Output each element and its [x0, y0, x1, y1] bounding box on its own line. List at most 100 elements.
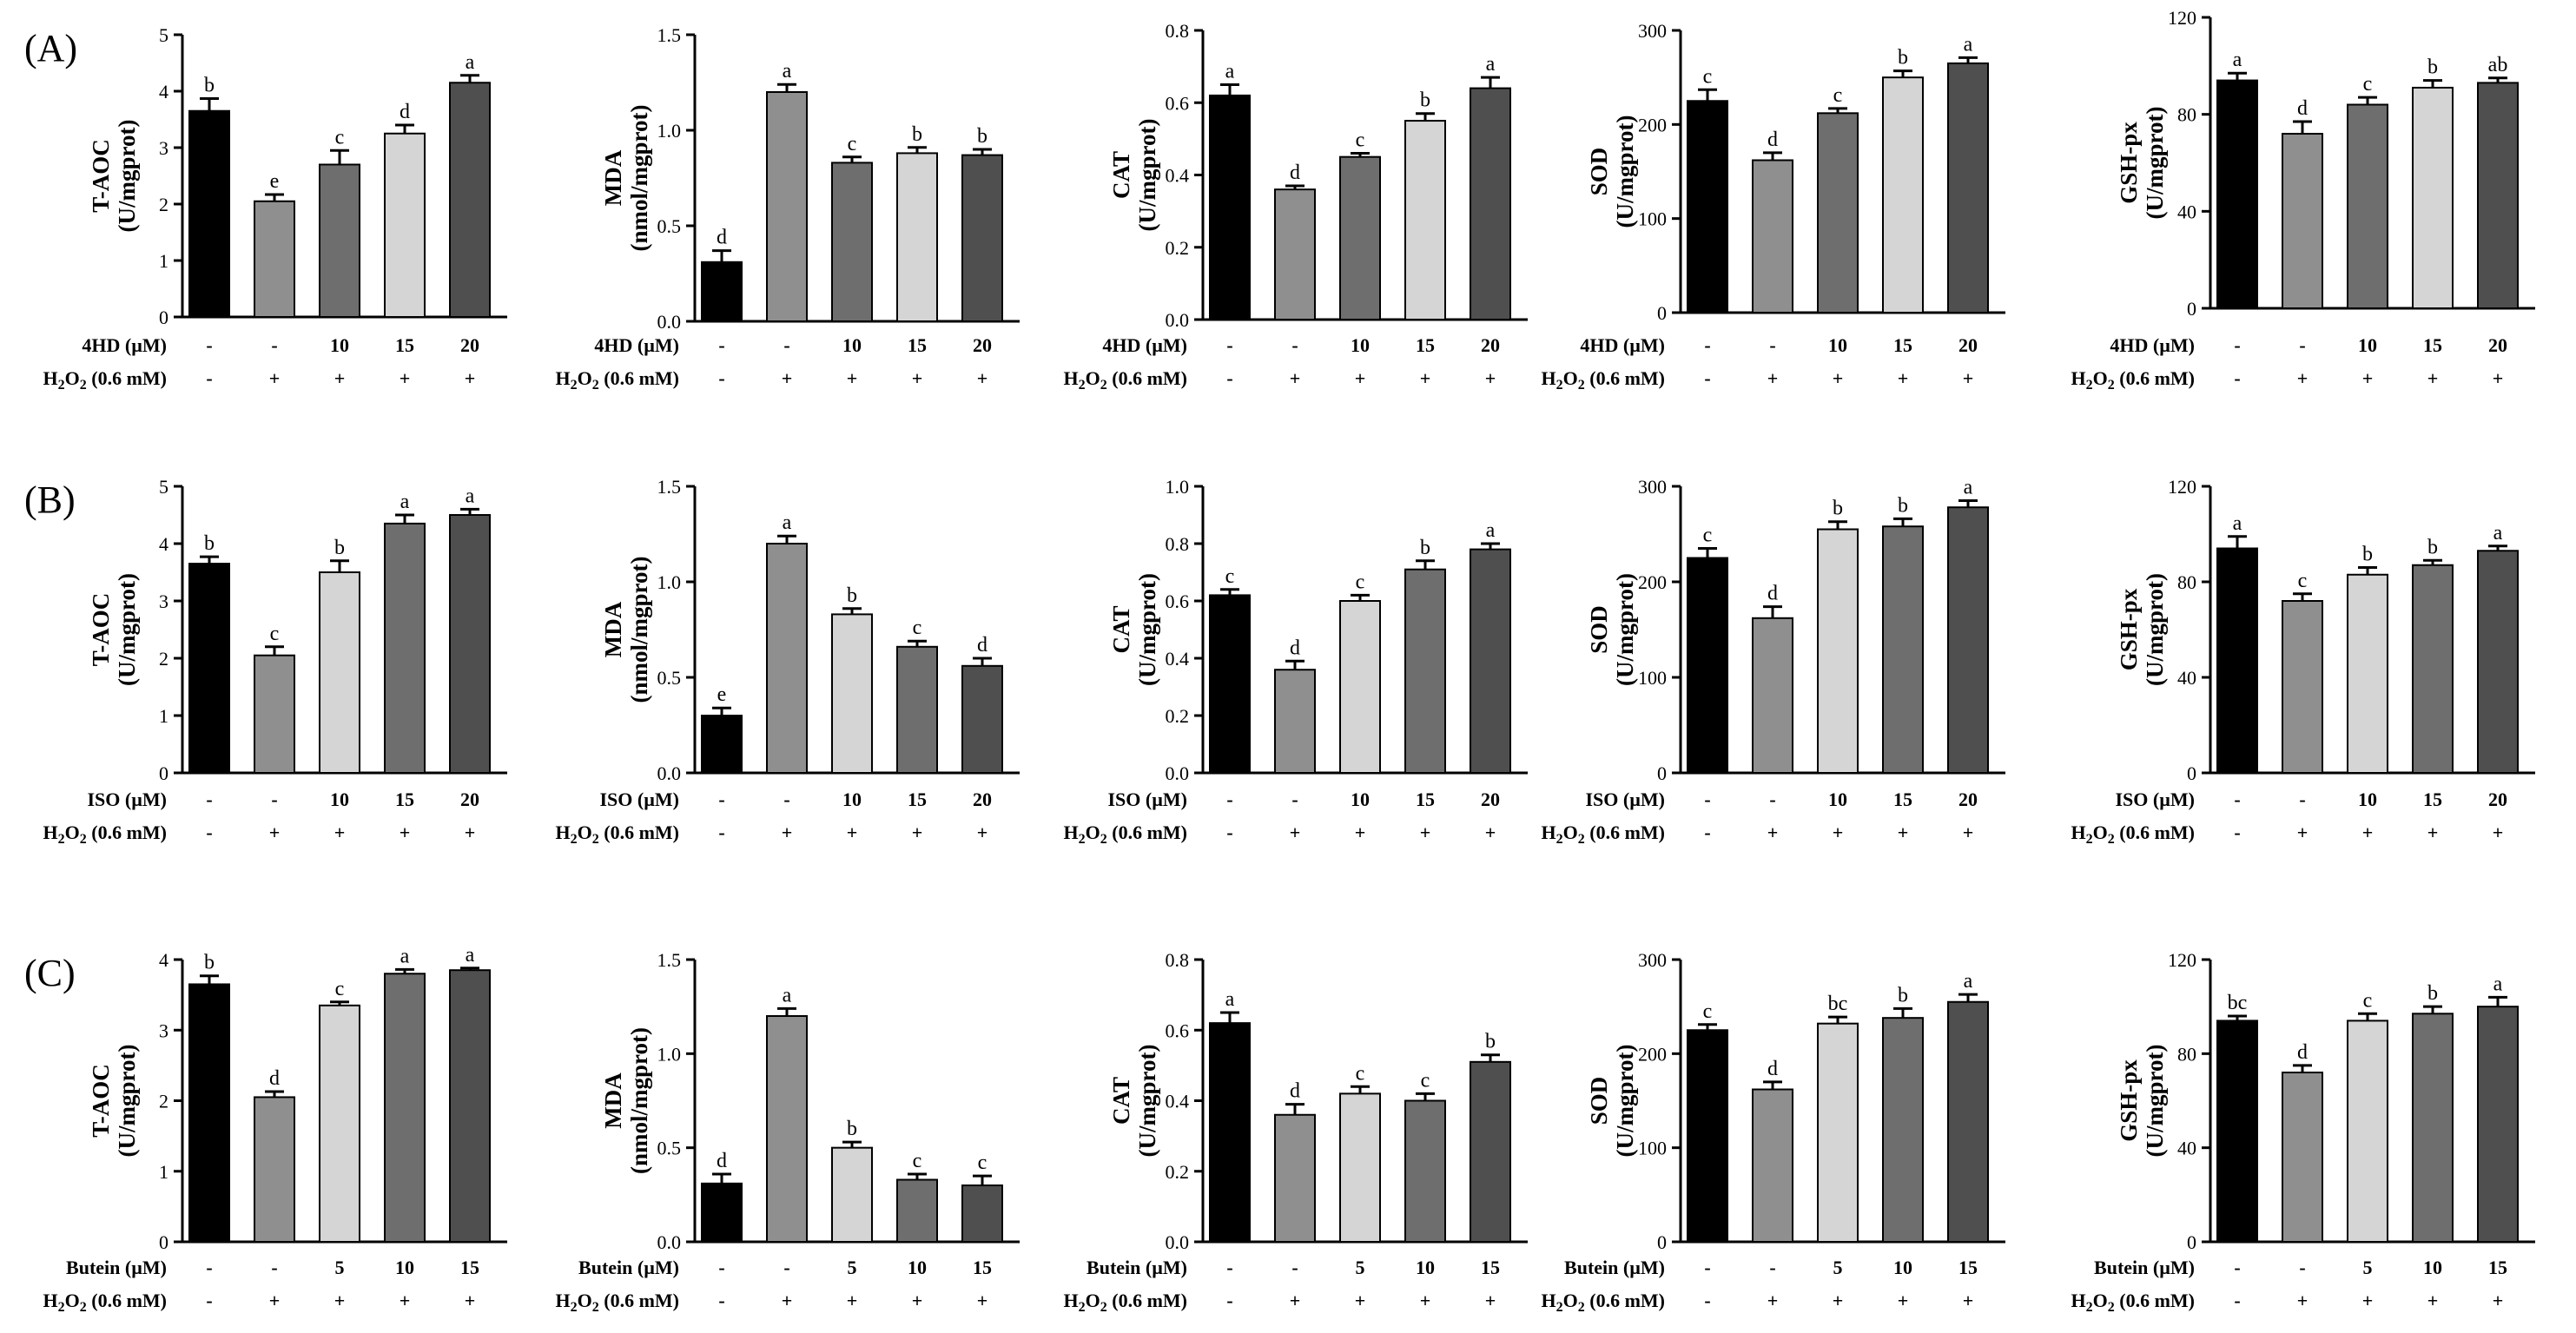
bar [701, 715, 743, 774]
y-axis-title: GSH-px [2116, 588, 2142, 670]
bar [1752, 1088, 1793, 1243]
y-tick-label: 40 [2177, 201, 2196, 222]
significance-letter: b [204, 532, 215, 555]
h2o2-sign: + [1355, 1290, 1366, 1311]
significance-letter: b [2427, 56, 2438, 79]
significance-letter: d [1290, 1080, 1300, 1103]
h2o2-sign: + [334, 1290, 346, 1311]
dose-label: 10 [395, 1257, 414, 1278]
significance-letter: d [1290, 637, 1300, 659]
dose-label: - [783, 1257, 789, 1278]
y-tick-label: 100 [1638, 208, 1667, 230]
dose-label: 5 [1356, 1257, 1365, 1278]
h2o2-label: H2O2 (0.6 mM) [43, 367, 168, 393]
dose-label: 10 [1893, 1257, 1912, 1278]
dose-label: 10 [1828, 789, 1847, 810]
bar [766, 91, 808, 322]
y-tick-label: 1 [159, 1161, 168, 1183]
dose-label: - [271, 334, 277, 356]
y-axis-unit: (U/mgprot) [2142, 573, 2168, 686]
dose-label: 10 [1416, 1257, 1435, 1278]
significance-letter: b [1898, 984, 1908, 1006]
h2o2-sign: + [977, 367, 988, 389]
dose-label: 10 [330, 334, 349, 356]
treatment-label: ISO (µM) [1107, 789, 1187, 810]
dose-label: - [2299, 1257, 2305, 1278]
h2o2-sign: + [1485, 822, 1496, 843]
dose-label: 5 [2363, 1257, 2373, 1278]
bar [1947, 506, 1989, 774]
dose-label: 10 [2358, 789, 2377, 810]
dose-label: - [1769, 334, 1775, 356]
dose-label: - [2299, 334, 2305, 356]
bar [1687, 557, 1728, 774]
bar [1882, 1017, 1924, 1243]
chart-panel-3-1: (C) 0 1 2 3 4 T-AOC (U/mgprot) b - - d - + c 5 + a 10 + a 15 +… [24, 944, 507, 1315]
y-axis-unit: (nmol/mgprot) [626, 105, 652, 252]
dose-label: 15 [1893, 789, 1912, 810]
y-axis-unit: (U/mgprot) [1134, 573, 1160, 686]
bar [2216, 79, 2258, 309]
dose-label: 20 [973, 789, 992, 810]
significance-letter: bc [1828, 993, 1848, 1015]
h2o2-label: H2O2 (0.6 mM) [1542, 822, 1666, 847]
dose-label: - [718, 334, 724, 356]
y-tick-label: 120 [2168, 7, 2196, 29]
significance-letter: b [1485, 1031, 1496, 1053]
bar [2347, 103, 2388, 309]
y-tick-label: 1 [159, 250, 168, 272]
significance-letter: b [1833, 498, 1843, 520]
dose-label: 10 [1351, 789, 1370, 810]
bar [1209, 94, 1251, 321]
y-tick-label: 120 [2168, 949, 2196, 971]
treatment-label: ISO (µM) [599, 789, 679, 810]
y-tick-label: 0.0 [1166, 309, 1190, 331]
dose-label: 15 [973, 1257, 992, 1278]
bar [896, 1178, 938, 1243]
bar [384, 522, 426, 775]
y-axis-title: MDA [600, 149, 626, 206]
h2o2-sign: + [782, 822, 793, 843]
dose-label: 10 [330, 789, 349, 810]
dose-label: - [2234, 334, 2240, 356]
dose-label: - [1769, 1257, 1775, 1278]
significance-letter: b [1420, 89, 1430, 112]
significance-letter: c [1703, 1000, 1713, 1023]
dose-label: 5 [1833, 1257, 1843, 1278]
significance-letter: a [466, 51, 475, 74]
chart-panel-2-2: 0.0 0.5 1.0 1.5 MDA (nmol/mgprot) e - - a - + b 10 + c 1… [556, 476, 1020, 847]
h2o2-sign: + [1355, 822, 1366, 843]
treatment-label: ISO (µM) [1585, 789, 1665, 810]
bar [2282, 600, 2323, 774]
chart-panel-2-4: 0 100 200 300 SOD (U/mgprot) c - - d - + b 10 + b 15 + a 20… [1542, 476, 2005, 847]
significance-letter: a [2493, 973, 2503, 995]
h2o2-sign: + [912, 822, 923, 843]
bar [1687, 100, 1728, 313]
y-axis-title: T-AOC [88, 139, 114, 213]
chart-panel-1-2: 0.0 0.5 1.0 1.5 MDA (nmol/mgprot) d - - a - + c 10 + b 1… [556, 24, 1020, 393]
dose-label: 15 [1893, 334, 1912, 356]
dose-label: 15 [395, 334, 414, 356]
dose-label: 15 [2423, 334, 2442, 356]
y-tick-label: 0.4 [1166, 165, 1190, 187]
bar [1404, 1099, 1446, 1243]
bar [831, 613, 873, 775]
y-tick-label: 3 [159, 137, 168, 159]
y-tick-label: 0.8 [1166, 20, 1190, 42]
h2o2-label: H2O2 (0.6 mM) [1064, 1290, 1188, 1315]
bar [1209, 1022, 1251, 1243]
h2o2-sign: - [718, 367, 724, 389]
bar [319, 163, 360, 318]
bar [2216, 1020, 2258, 1243]
significance-letter: d [400, 101, 410, 123]
dose-label: - [783, 334, 789, 356]
significance-letter: a [466, 944, 475, 967]
bar [701, 261, 743, 322]
significance-letter: c [913, 617, 922, 639]
dose-label: 15 [1416, 334, 1435, 356]
y-tick-label: 0.0 [1166, 762, 1190, 784]
significance-letter: bc [2228, 992, 2248, 1014]
bar [2282, 133, 2323, 309]
h2o2-sign: + [2493, 1290, 2504, 1311]
